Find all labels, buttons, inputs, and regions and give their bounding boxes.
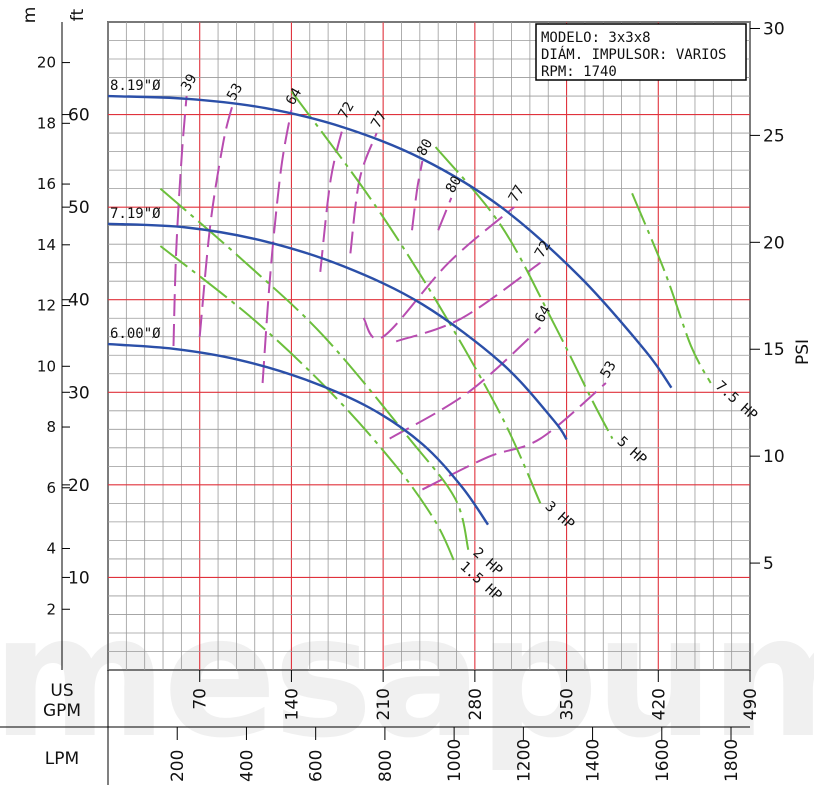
- watermark: mesapum: [0, 579, 814, 775]
- efficiency-contour-80: [411, 160, 424, 231]
- meter-tick-label: 2: [46, 600, 56, 618]
- gpm-tick-label: 490: [741, 688, 761, 720]
- watermark-text: mesapum: [0, 579, 814, 775]
- efficiency-label-64: 64: [283, 85, 305, 108]
- psi-tick-label: 20: [763, 233, 785, 253]
- meter-tick-label: 14: [37, 236, 56, 254]
- psi-axis-unit: PSI: [793, 339, 813, 365]
- psi-tick-label: 25: [763, 126, 785, 146]
- meter-tick-label: 20: [37, 54, 56, 72]
- lpm-tick-label: 800: [376, 750, 396, 782]
- gpm-tick-label: 140: [282, 688, 302, 720]
- efficiency-label-80: 80: [443, 173, 465, 196]
- psi-tick-label: 30: [763, 19, 785, 39]
- gpm-tick-label: 210: [374, 688, 394, 720]
- lpm-tick-label: 1000: [445, 739, 465, 782]
- feet-tick-label: 40: [68, 291, 90, 311]
- meter-tick-label: 16: [37, 175, 56, 193]
- gpm-tick-label: 70: [191, 688, 211, 710]
- power-curve-7-5-HP: [631, 192, 712, 384]
- axes: 2 4 6 8 10 12 14 16 18 20 10 20 30 40 50 60 m ft 5 10 15 20 25…: [0, 7, 813, 785]
- efficiency-label-53: 53: [597, 358, 619, 381]
- psi-tick-label: 5: [763, 554, 774, 574]
- efficiency-contour-77: [362, 206, 515, 340]
- efficiency-contour-53: [198, 105, 234, 337]
- lpm-tick-label: 1600: [653, 739, 673, 782]
- efficiency-label-80: 80: [414, 136, 436, 159]
- power-curve-5-HP: [434, 146, 614, 440]
- impeller-curves: [107, 94, 673, 526]
- lpm-tick-label: 400: [237, 750, 257, 782]
- impeller-curve-2: [107, 342, 489, 526]
- impeller-label-0: 8.19"Ø: [110, 78, 161, 94]
- power-label-5-HP: 5 HP: [614, 434, 650, 468]
- feet-tick-label: 10: [68, 568, 90, 588]
- feet-tick-label: 50: [68, 198, 90, 218]
- power-curve-1-5-HP: [159, 245, 457, 564]
- gpm-tick-label: 350: [558, 688, 578, 720]
- meter-tick-label: 10: [37, 357, 56, 375]
- gpm-unit-gpm: GPM: [43, 701, 81, 721]
- efficiency-label-64: 64: [532, 303, 554, 326]
- lpm-unit: LPM: [45, 749, 79, 769]
- efficiency-contour-72: [395, 261, 541, 343]
- lpm-tick-label: 1200: [514, 739, 534, 782]
- lpm-tick-label: 600: [307, 750, 327, 782]
- feet-tick-label: 30: [68, 383, 90, 403]
- efficiency-label-77: 77: [506, 183, 528, 206]
- efficiency-label-72: 72: [335, 99, 357, 122]
- gpm-tick-label: 420: [649, 688, 669, 720]
- meter-tick-label: 18: [37, 114, 56, 132]
- gpm-tick-label: 280: [466, 688, 486, 720]
- lpm-tick-label: 1800: [722, 739, 742, 782]
- power-curves: [159, 90, 712, 564]
- psi-tick-label: 15: [763, 340, 785, 360]
- info-box-line-model: MODELO: 3x3x8: [541, 30, 651, 46]
- feet-tick-label: 60: [68, 106, 90, 126]
- power-curve-3-HP: [290, 90, 542, 504]
- efficiency-label-53: 53: [224, 81, 246, 104]
- impeller-label-1: 7.19"Ø: [110, 206, 161, 222]
- grid: [107, 21, 751, 671]
- meter-tick-label: 6: [46, 479, 56, 497]
- lpm-tick-label: 1400: [584, 739, 604, 782]
- impeller-curve-0: [107, 94, 673, 389]
- lpm-tick-label: 200: [168, 750, 188, 782]
- meter-axis-unit: m: [20, 7, 40, 24]
- efficiency-contour-77: [349, 132, 378, 254]
- meter-tick-label: 8: [46, 418, 56, 436]
- meter-tick-label: 4: [46, 540, 56, 558]
- meter-tick-label: 12: [37, 297, 56, 315]
- psi-tick-label: 10: [763, 447, 785, 467]
- feet-axis-unit: ft: [68, 8, 88, 21]
- efficiency-contour-64: [261, 109, 293, 384]
- info-box-line-impeller: DIÁM. IMPULSOR: VARIOS: [541, 46, 726, 63]
- power-label-7-5-HP: 7.5 HP: [712, 378, 760, 424]
- info-box-line-rpm: RPM: 1740: [541, 64, 617, 80]
- impeller-label-2: 6.00"Ø: [110, 326, 161, 342]
- plot-frame: [107, 21, 751, 671]
- efficiency-label-39: 39: [178, 71, 200, 94]
- power-curve-2-HP: [159, 187, 470, 550]
- efficiency-contour-80: [437, 197, 453, 231]
- info-box-frame: [535, 23, 747, 81]
- efficiency-label-77: 77: [368, 108, 390, 131]
- efficiency-contour-72: [319, 123, 345, 273]
- efficiency-contours: [172, 96, 607, 491]
- efficiency-contour-39: [172, 96, 188, 347]
- info-box: MODELO: 3x3x8 DIÁM. IMPULSOR: VARIOS RPM…: [535, 23, 747, 81]
- gpm-unit-us: US: [50, 681, 73, 701]
- feet-tick-label: 20: [68, 476, 90, 496]
- efficiency-label-72: 72: [532, 238, 554, 261]
- efficiency-contour-64: [389, 326, 542, 440]
- impeller-curve-1: [107, 222, 568, 441]
